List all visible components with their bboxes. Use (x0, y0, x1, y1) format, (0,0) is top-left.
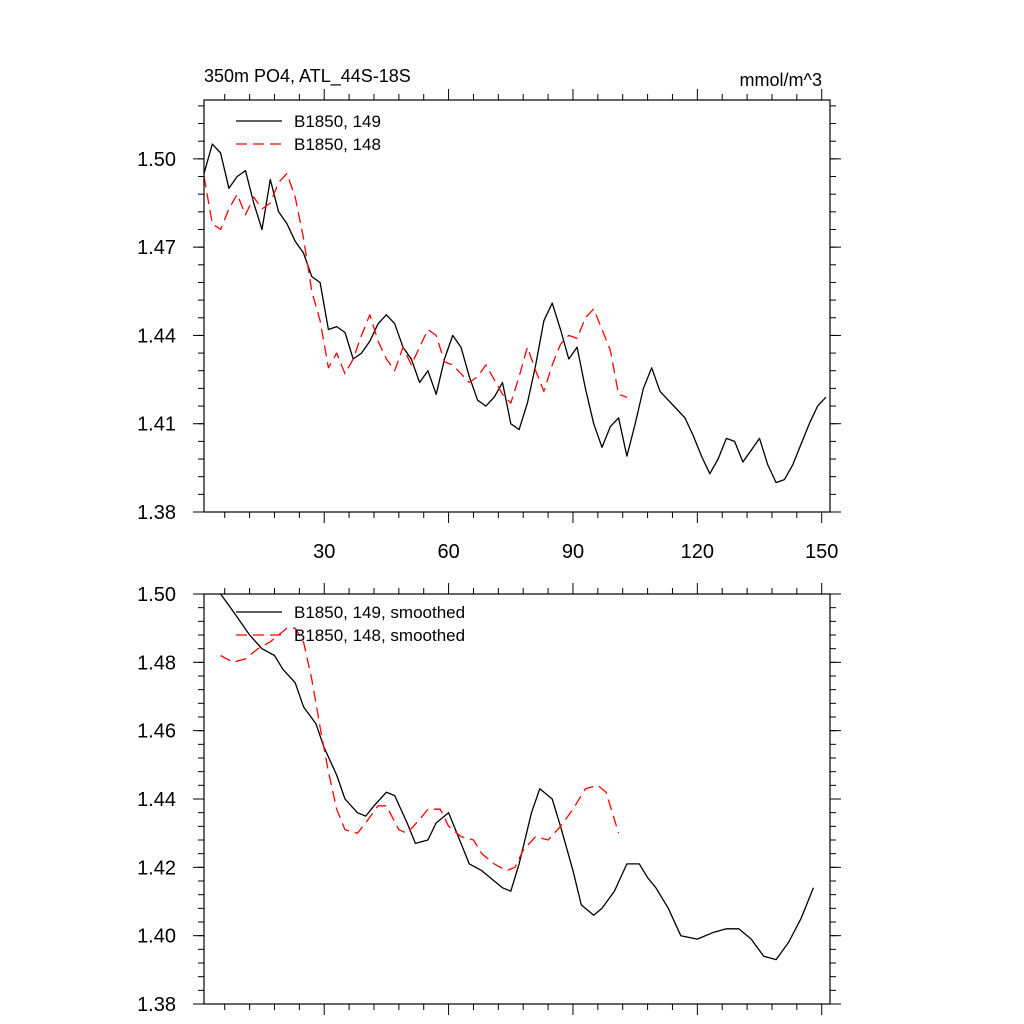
legend: B1850, 149, smoothed B1850, 148, smoothe… (236, 603, 465, 645)
y-tick-label: 1.50 (137, 149, 176, 171)
plot-frame (203, 593, 831, 1005)
y-tick-label: 1.38 (137, 502, 176, 524)
y-tick-label: 1.42 (137, 857, 176, 879)
plot-frame (203, 99, 831, 513)
legend-label-series-1: B1850, 149 (294, 112, 381, 131)
x-tick-label: 150 (805, 541, 838, 563)
y-tick-label: 1.38 (137, 994, 176, 1016)
x-tick-label: 120 (681, 541, 714, 563)
y-tick-label: 1.40 (137, 926, 176, 948)
y-tick-label: 1.50 (137, 584, 176, 606)
y-tick-label: 1.46 (137, 721, 176, 743)
axis-ticks: 1.38 1.41 1.44 1.47 1.50 30 60 90 120 150 (137, 89, 841, 563)
legend-label-series-1: B1850, 149, smoothed (294, 603, 465, 622)
chart-units: mmol/m^3 (740, 70, 822, 90)
y-tick-label: 1.48 (137, 652, 176, 674)
y-tick-label: 1.44 (137, 789, 176, 811)
legend-label-series-2: B1850, 148, smoothed (294, 626, 465, 645)
x-tick-label: 30 (313, 541, 335, 563)
series-line-1 (203, 143, 827, 484)
series-layer (220, 593, 815, 961)
series-layer (203, 143, 827, 484)
legend: B1850, 149 B1850, 148 (236, 112, 381, 154)
axis-ticks: 1.38 1.40 1.42 1.44 1.46 1.48 1.50 (137, 583, 841, 1016)
y-tick-label: 1.44 (137, 325, 176, 347)
series-line-2 (203, 172, 628, 404)
series-line-2 (220, 627, 620, 872)
y-tick-label: 1.47 (137, 237, 176, 259)
top-panel: 350m PO4, ATL_44S-18S mmol/m^3 1.381.411… (137, 66, 841, 563)
x-tick-label: 90 (562, 541, 584, 563)
y-tick-label: 1.41 (137, 414, 176, 436)
series-line-1 (220, 593, 815, 961)
legend-label-series-2: B1850, 148 (294, 135, 381, 154)
chart-title: 350m PO4, ATL_44S-18S (204, 66, 411, 87)
x-tick-label: 60 (437, 541, 459, 563)
bottom-panel: 1.38 1.40 1.42 1.44 1.46 1.48 1.50 B1850, 149,… (137, 583, 841, 1016)
